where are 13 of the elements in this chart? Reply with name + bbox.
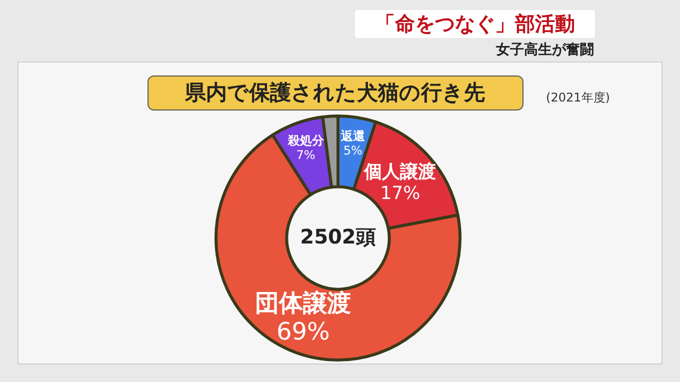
text: (2021年度) [546, 90, 610, 104]
slice-label: 返還 [340, 129, 366, 144]
data-label: 17% [380, 182, 420, 204]
slice-label: 殺処分 [286, 134, 325, 148]
text: 「命をつなぐ」部活動 [375, 11, 575, 36]
chart-title: 県内で保護された犬猫の行き先 [184, 80, 485, 105]
text: 2502頭 [300, 224, 376, 248]
slice-label: 団体譲渡 [255, 288, 352, 317]
slice-label: 個人譲渡 [363, 161, 436, 182]
data-label: 5% [343, 143, 362, 158]
data-label: 69% [276, 318, 330, 346]
text: 女子高生が奮闘 [495, 40, 594, 58]
data-label: 7% [296, 148, 316, 162]
